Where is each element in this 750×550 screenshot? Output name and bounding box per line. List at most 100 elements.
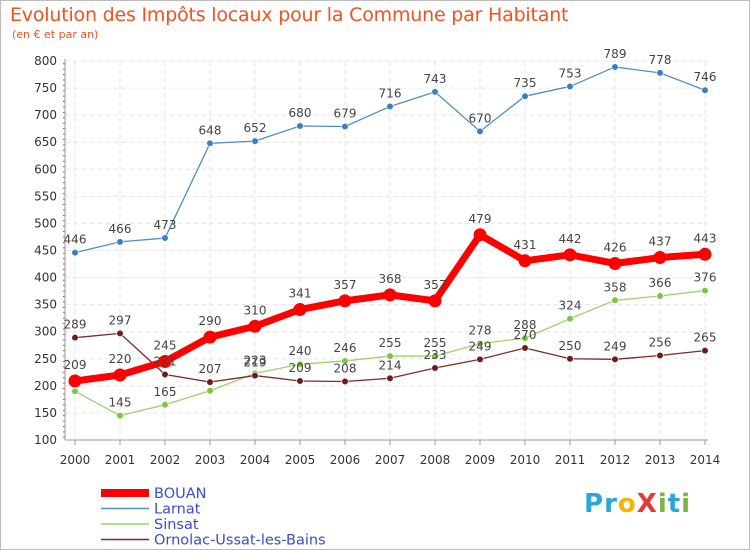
data-label: 255 [424,336,447,350]
data-point [701,86,709,94]
data-label: 288 [514,318,537,332]
data-label: 145 [109,396,132,410]
data-point [431,88,439,96]
data-point [248,319,262,333]
series-layer [68,63,712,420]
legend-label: BOUAN [154,486,207,502]
data-label: 220 [109,352,132,366]
data-point [608,256,622,270]
grid [65,60,708,441]
y-tick-label: 600 [34,162,57,176]
data-point [386,102,394,111]
data-label: 778 [649,53,672,67]
data-point [116,238,124,246]
data-point [473,228,487,242]
chart-subtitle: (en € et par an) [12,28,99,41]
data-point [701,347,709,355]
y-tick-label: 700 [34,108,57,122]
data-point [341,357,349,365]
data-label: 289 [64,318,87,332]
data-label: 443 [694,231,717,245]
data-label: 670 [469,111,492,125]
data-label: 270 [514,328,537,342]
data-point [611,63,619,71]
data-point [476,340,484,348]
y-tick-label: 500 [34,216,57,230]
data-label: 716 [379,86,402,100]
data-label: 341 [289,287,312,301]
data-point [386,352,394,360]
data-label: 165 [154,385,177,399]
data-point [341,377,349,386]
logo-letter: i [681,489,692,519]
data-point [521,92,529,100]
series-bouan [68,228,712,388]
data-point [296,122,304,130]
data-label: 265 [694,331,717,345]
data-point [431,364,439,372]
data-point [518,254,532,268]
logo-letter: i [657,489,668,519]
y-tick-label: 250 [34,352,57,366]
data-point [203,330,217,344]
legend-label: Sinsat [154,517,199,533]
data-point [656,69,664,77]
data-point [251,371,259,380]
data-label: 442 [559,232,582,246]
data-label: 735 [514,76,537,90]
data-label: 679 [334,107,357,121]
x-tick-label: 2000 [60,453,91,467]
x-tick-label: 2014 [690,453,721,467]
data-point [116,412,124,420]
data-point [338,294,352,308]
x-tick-label: 2003 [195,453,226,467]
data-label: 290 [199,314,222,328]
data-label: 324 [559,299,582,313]
proxiti-logo: ProXiti [584,489,691,519]
data-labels: 446 466 473 648 652 680 679 716 743 670 735 753 789 7… [64,47,717,410]
x-tick-label: 2011 [555,453,586,467]
data-label: 789 [604,47,627,61]
data-point [206,139,214,147]
data-point [341,122,349,131]
data-label: 233 [424,348,447,362]
data-label: 278 [469,324,492,338]
x-tick-label: 2012 [600,453,631,467]
data-label: 297 [109,313,132,327]
series-larnat [71,63,709,257]
data-point [476,127,484,135]
data-point [563,248,577,262]
data-point [161,401,169,409]
data-point [293,303,307,317]
x-tick-label: 2002 [150,453,181,467]
y-tick-label: 300 [34,325,57,339]
x-tick-label: 2013 [645,453,676,467]
data-point [566,355,574,363]
axes: 100 150 200 250 300 350 400 450 500 550 600 650 700 7… [34,54,720,467]
data-label: 358 [604,280,627,294]
data-label: 466 [109,222,132,236]
data-label: 431 [514,238,537,252]
data-point [386,374,394,382]
data-label: 221 [154,354,177,368]
data-point [296,360,304,368]
data-label: 648 [199,123,222,137]
logo-letter: X [636,489,658,519]
data-label: 357 [424,278,447,292]
data-label: 214 [379,358,402,372]
data-label: 250 [559,339,582,353]
logo-letter: r [604,489,618,519]
data-point [611,355,619,363]
data-label: 209 [289,361,312,375]
data-point [656,292,664,300]
data-point [206,387,214,395]
data-point [68,374,82,388]
data-label: 310 [244,303,267,317]
data-label: 249 [469,339,492,353]
data-label: 746 [694,70,717,84]
data-label: 255 [379,336,402,350]
data-point [653,251,667,265]
data-point [521,334,529,342]
data-label: 240 [289,344,312,358]
data-label: 256 [649,336,672,350]
